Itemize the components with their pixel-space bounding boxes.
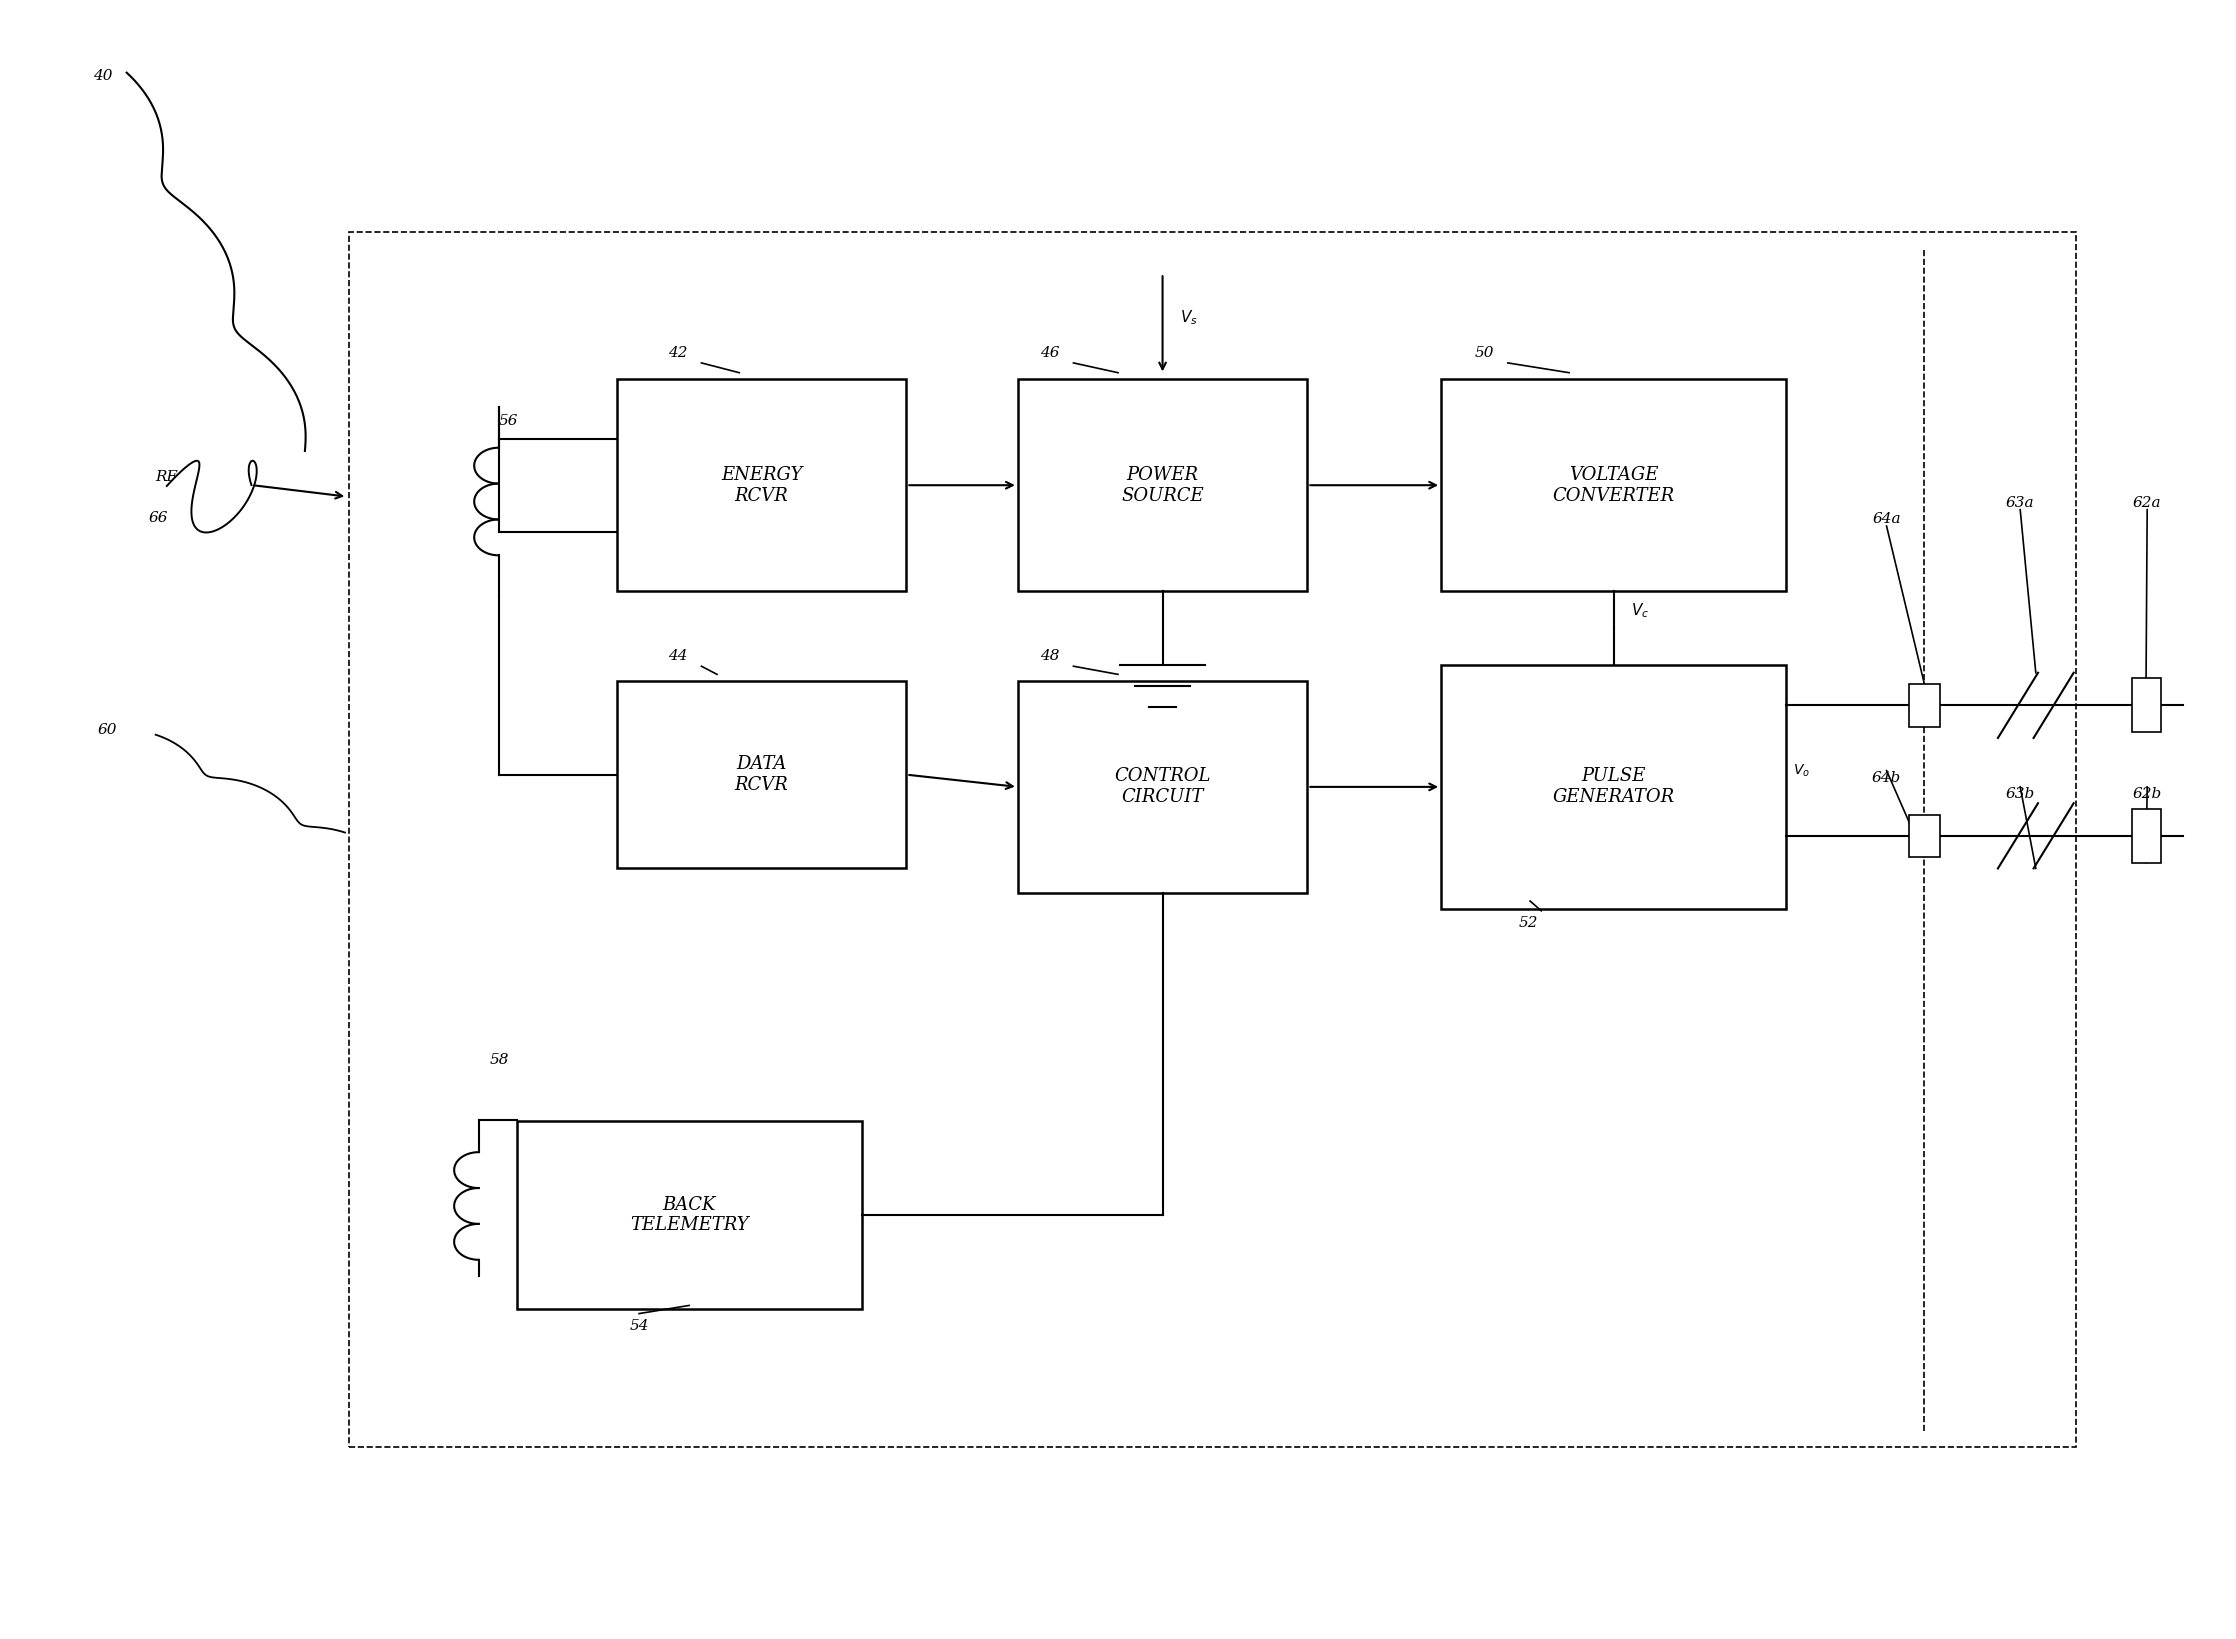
- Text: $V_c$: $V_c$: [1632, 602, 1650, 620]
- FancyBboxPatch shape: [1017, 680, 1308, 893]
- Text: DATA
RCVR: DATA RCVR: [736, 756, 789, 793]
- FancyBboxPatch shape: [617, 680, 906, 869]
- Text: 46: 46: [1040, 346, 1060, 359]
- Text: 62a: 62a: [2133, 495, 2162, 510]
- Text: 52: 52: [1518, 916, 1538, 931]
- FancyBboxPatch shape: [2131, 810, 2160, 862]
- Text: 40: 40: [94, 69, 112, 84]
- FancyBboxPatch shape: [1440, 379, 1787, 592]
- Text: 63b: 63b: [2006, 787, 2035, 801]
- Text: CONTROL
CIRCUIT: CONTROL CIRCUIT: [1114, 767, 1212, 806]
- FancyBboxPatch shape: [1910, 815, 1941, 857]
- FancyBboxPatch shape: [517, 1121, 861, 1308]
- Text: ENERGY
RCVR: ENERGY RCVR: [720, 465, 803, 505]
- Text: PULSE
GENERATOR: PULSE GENERATOR: [1552, 767, 1675, 806]
- Text: $V_s$: $V_s$: [1181, 308, 1198, 326]
- Text: RF: RF: [157, 470, 179, 484]
- Text: 50: 50: [1474, 346, 1494, 359]
- Text: 60: 60: [98, 723, 116, 738]
- FancyBboxPatch shape: [2131, 679, 2160, 733]
- Text: BACK
TELEMETRY: BACK TELEMETRY: [631, 1195, 749, 1234]
- Text: 64a: 64a: [1872, 511, 1901, 526]
- Text: VOLTAGE
CONVERTER: VOLTAGE CONVERTER: [1552, 465, 1675, 505]
- Text: $V_o$: $V_o$: [1793, 762, 1809, 779]
- FancyBboxPatch shape: [1017, 379, 1308, 592]
- Text: 62b: 62b: [2133, 787, 2162, 801]
- Text: 58: 58: [490, 1054, 510, 1067]
- Text: 42: 42: [669, 346, 686, 359]
- Text: 54: 54: [628, 1319, 648, 1333]
- FancyBboxPatch shape: [1910, 683, 1941, 726]
- FancyBboxPatch shape: [617, 379, 906, 592]
- Text: 63a: 63a: [2006, 495, 2035, 510]
- Text: 44: 44: [669, 649, 686, 662]
- FancyBboxPatch shape: [1440, 664, 1787, 910]
- Text: POWER
SOURCE: POWER SOURCE: [1120, 465, 1203, 505]
- FancyBboxPatch shape: [349, 233, 2075, 1447]
- Text: 64b: 64b: [1872, 770, 1901, 785]
- Text: 48: 48: [1040, 649, 1060, 662]
- Text: 66: 66: [150, 511, 168, 524]
- Text: 56: 56: [499, 415, 519, 428]
